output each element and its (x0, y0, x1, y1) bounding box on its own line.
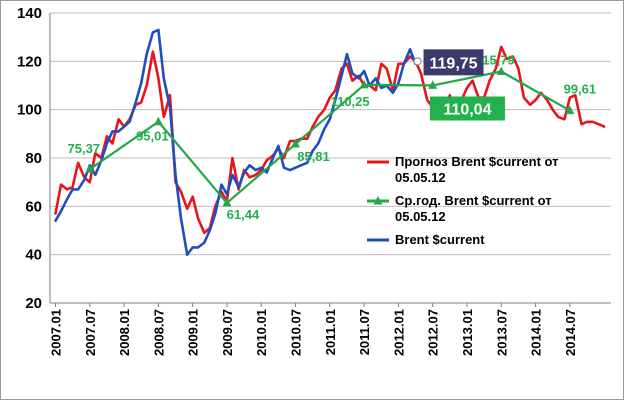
x-tick-label-2007.01: 2007.01 (48, 309, 63, 356)
avg-marker-5 (428, 80, 438, 89)
legend-label-1: Ср.год. Brent $current от (395, 193, 552, 208)
x-tick-label-2013.01: 2013.01 (460, 309, 475, 356)
x-tick-label-2008.01: 2008.01 (117, 309, 132, 356)
avg-marker-6 (496, 66, 506, 76)
callouts: 119,75 110,04 (413, 49, 505, 121)
x-axis-ticks: 2007.01 2007.07 2008.01 2008.07 2009.01 2009.… (48, 303, 578, 356)
avg-data-label-1: 95,01 (136, 129, 169, 144)
y-tick-label-100: 100 (17, 102, 42, 119)
avg-data-label-2: 61,44 (227, 207, 260, 222)
series-line-2 (54, 28, 417, 256)
avg-data-label-7: 99,61 (564, 82, 597, 97)
y-axis-ticks: 20 40 60 80 100 120 140 (17, 5, 42, 312)
x-tick-label-2009.07: 2009.07 (220, 309, 235, 356)
y-tick-label-120: 120 (17, 53, 42, 70)
gridlines (50, 12, 611, 256)
brent-callout-box (423, 49, 484, 76)
x-tick-label-2010.01: 2010.01 (254, 309, 269, 356)
legend-label-0: Прогноз Brent $current от (395, 154, 559, 169)
y-tick-label-20: 20 (25, 295, 42, 312)
avg-data-label-4: 110,25 (331, 94, 370, 109)
y-tick-label-60: 60 (25, 198, 42, 215)
series-markers (85, 66, 575, 207)
x-tick-label-2009.01: 2009.01 (186, 309, 201, 356)
legend: Прогноз Brent $current от05.05.12Ср.год.… (367, 154, 559, 247)
y-tick-label-140: 140 (17, 5, 42, 22)
legend-label-1-line2: 05.05.12 (395, 209, 446, 224)
x-tick-label-2014.01: 2014.01 (529, 309, 544, 356)
legend-marker-1 (373, 196, 383, 205)
x-tick-label-2012.01: 2012.01 (391, 309, 406, 356)
avg-marker-3 (291, 138, 301, 148)
data-labels: 75,37 95,01 61,44 85,81 110,25 115,79 99,61 (68, 53, 597, 222)
avg-marker-1 (153, 116, 163, 126)
avg-marker-2 (222, 197, 232, 207)
legend-label-2: Brent $current (395, 232, 485, 247)
avg-data-label-6: 115,79 (476, 53, 515, 68)
x-tick-label-2011.01: 2011.01 (323, 309, 338, 355)
avg-2012-callout-box (429, 96, 505, 121)
series-lines (54, 28, 606, 256)
avg-data-label-3: 85,81 (297, 149, 330, 164)
avg-2012-callout-label: 110,04 (443, 102, 491, 119)
y-tick-label-40: 40 (25, 247, 42, 264)
x-tick-label-2008.07: 2008.07 (151, 309, 166, 356)
x-tick-label-2011.07: 2011.07 (357, 309, 372, 355)
x-tick-label-2012.07: 2012.07 (426, 309, 441, 356)
avg-marker-4 (359, 79, 369, 89)
avg-marker-7 (565, 105, 575, 115)
x-tick-label-2013.07: 2013.07 (494, 309, 509, 356)
legend-label-0-line2: 05.05.12 (395, 170, 446, 185)
avg-marker-0 (85, 164, 95, 173)
x-tick-label-2010.07: 2010.07 (289, 309, 304, 356)
x-tick-label-2007.07: 2007.07 (83, 309, 98, 356)
x-tick-label-2014.07: 2014.07 (563, 309, 578, 356)
brent-last-point-marker (413, 57, 422, 66)
series-line-1 (88, 70, 572, 204)
brent-callout-label: 119,75 (430, 55, 478, 72)
y-tick-label-80: 80 (25, 150, 42, 167)
avg-data-label-0: 75,37 (68, 141, 101, 156)
axes (49, 13, 611, 304)
series-line-0 (54, 45, 606, 235)
